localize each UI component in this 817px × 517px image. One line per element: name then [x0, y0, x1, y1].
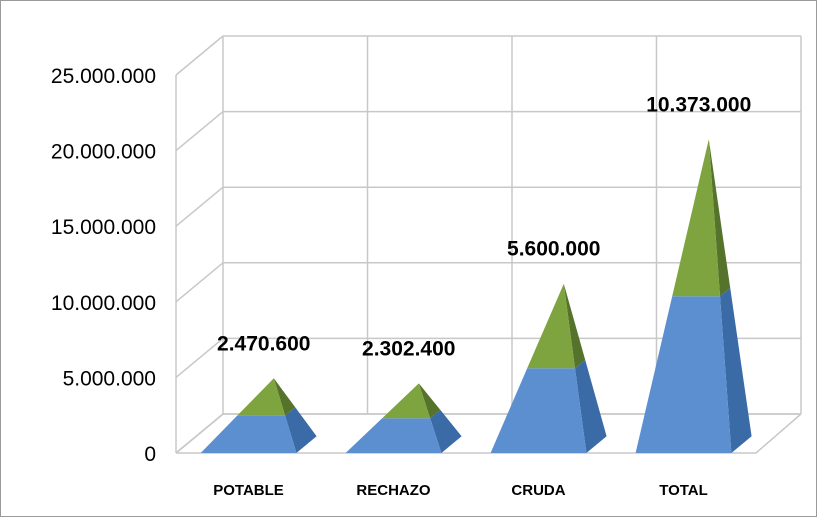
x-tick-label: CRUDA — [511, 482, 565, 499]
pyramid-lower-front — [490, 368, 587, 453]
pyramid-upper-front — [527, 283, 575, 369]
pyramid — [200, 378, 317, 453]
y-tick-label: 0 — [144, 443, 156, 466]
pyramid-upper-front — [672, 139, 720, 297]
pyramid-lower-front — [635, 296, 732, 453]
data-label: 2.470.600 — [217, 332, 310, 355]
pyramid-lower-side — [430, 409, 462, 453]
x-tick-label: POTABLE — [213, 482, 284, 499]
y-tick-label: 15.000.000 — [51, 216, 156, 239]
pyramid — [635, 139, 752, 453]
data-labels: 2.470.600 2.302.400 5.600.000 10.373.000 — [217, 93, 751, 360]
pyramid-upper-side — [563, 283, 586, 369]
pyramid-upper-side — [708, 139, 731, 297]
gridline-side — [175, 262, 224, 303]
y-axis: 0 5.000.000 10.000.000 15.000.000 20.000.000… — [51, 65, 156, 466]
y-tick-label: 5.000.000 — [63, 367, 156, 390]
x-tick-label: RECHAZO — [356, 482, 430, 499]
pyramid-lower-side — [720, 287, 752, 453]
chart-series — [200, 139, 752, 453]
pyramid-lower-front — [200, 415, 297, 453]
pyramid-lower-side — [285, 407, 317, 453]
y-tick-label: 25.000.000 — [51, 65, 156, 88]
y-tick-label: 10.000.000 — [51, 292, 156, 315]
gridline-side — [175, 186, 224, 227]
pyramid-upper-front — [237, 378, 286, 416]
pyramid-lower-front — [345, 418, 442, 453]
data-label: 2.302.400 — [362, 337, 455, 360]
x-axis: POTABLE RECHAZO CRUDA TOTAL — [213, 482, 708, 499]
gridline-side — [175, 413, 224, 454]
gridline-side — [175, 35, 224, 76]
pyramid-upper-side — [273, 378, 296, 416]
gridline-side — [175, 337, 224, 378]
data-label: 5.600.000 — [507, 238, 600, 261]
pyramid-lower-side — [575, 359, 607, 453]
pyramid-upper-front — [382, 383, 431, 419]
floor-right-edge — [755, 413, 802, 454]
y-tick-label: 20.000.000 — [51, 141, 156, 164]
pyramid-upper-side — [418, 383, 441, 419]
x-tick-label: TOTAL — [659, 482, 708, 499]
pyramid — [490, 283, 607, 453]
pyramid — [345, 383, 462, 453]
data-label: 10.373.000 — [646, 93, 751, 116]
gridline-side — [175, 111, 224, 152]
